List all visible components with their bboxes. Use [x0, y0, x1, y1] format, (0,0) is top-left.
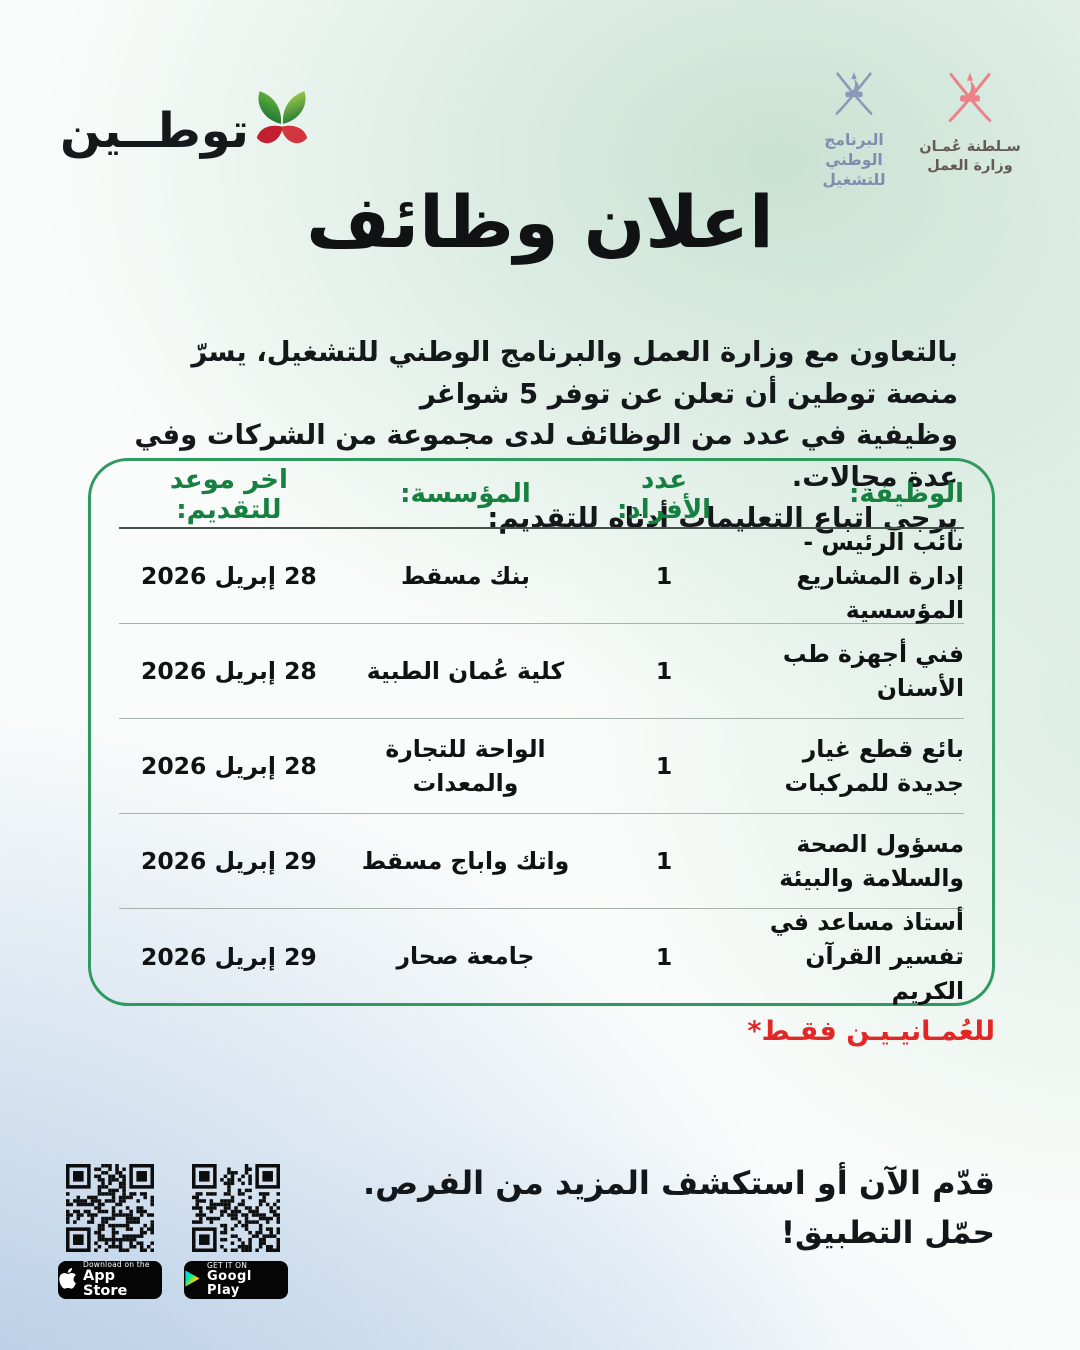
partner-logos: البرنامج الوطني للتشغيل سـلطنة عُمـان: [802, 66, 1026, 190]
appstore-qr-code[interactable]: [66, 1164, 154, 1252]
job-title: فني أجهزة طب الأسنان: [782, 639, 964, 702]
googleplay-badge-caption: GET IT ON: [207, 1261, 248, 1271]
mol-name-line2: وزارة العمل: [927, 158, 1013, 174]
job-title: أستاذ مساعد في تفسير القرآن الكريم: [769, 908, 964, 1005]
header-job: الوظيفة:: [849, 479, 964, 510]
omanis-only-note: للعُمـانيـيـن فقـط*: [747, 1016, 995, 1047]
job-count: 1: [655, 657, 673, 685]
job-title: نائب الرئيس - إدارة المشاريع المؤسسية: [796, 527, 964, 625]
cta-apply-text: قدّم الآن أو استكشف المزيد من الفرص.: [362, 1164, 995, 1202]
googleplay-badge[interactable]: GET IT ON Googl Play: [184, 1261, 288, 1299]
google-play-icon: [184, 1269, 201, 1292]
job-deadline: 28 إبريل 2026: [140, 657, 317, 685]
tawteen-logo: توطــين: [60, 88, 310, 174]
header-deadline: اخر موعد للتقديم:: [169, 465, 288, 525]
job-org: الواحة للتجارة والمعدات: [385, 734, 546, 797]
cta-download-text: حمّل التطبيق!: [780, 1215, 995, 1251]
appstore-badge[interactable]: Download on the App Store: [58, 1259, 162, 1299]
job-org: كلية عُمان الطبية: [366, 656, 565, 685]
jobs-table-header-row: الوظيفة: عدد الأفراد: المؤسسة: اخر موعد …: [119, 463, 964, 529]
job-deadline: 29 إبريل 2026: [140, 847, 317, 875]
cta-block: قدّم الآن أو استكشف المزيد من الفرص. حمّ…: [363, 1164, 995, 1251]
job-count: 1: [655, 562, 673, 590]
job-title: بائع قطع غيار جديدة للمركبات: [784, 734, 964, 797]
header-count: عدد الأفراد:: [616, 465, 712, 525]
job-org: واتك واباج مسقط: [361, 846, 570, 875]
appstore-download-block: Download on the App Store: [58, 1164, 162, 1299]
table-row: فني أجهزة طب الأسنان 1 كلية عُمان الطبية…: [119, 624, 964, 719]
appstore-badge-store: App Store: [83, 1267, 128, 1299]
googleplay-download-block: GET IT ON Googl Play: [184, 1164, 288, 1299]
tawteen-wordmark: توطــين: [60, 103, 250, 159]
ministry-of-labour-logo: سـلطنة عُمـان وزارة العمل: [914, 66, 1026, 176]
job-deadline: 28 إبريل 2026: [140, 562, 317, 590]
page-title: اعلان وظائف: [306, 180, 774, 264]
job-deadline: 29 إبريل 2026: [140, 942, 317, 971]
job-count: 1: [655, 752, 673, 780]
header-org: المؤسسة:: [400, 479, 531, 510]
jobs-table-card: الوظيفة: عدد الأفراد: المؤسسة: اخر موعد …: [88, 458, 995, 1006]
job-deadline: 28 إبريل 2026: [140, 752, 317, 780]
job-org: بنك مسقط: [400, 561, 530, 590]
nep-name-line1: البرنامج الوطني: [824, 131, 884, 169]
table-row: أستاذ مساعد في تفسير القرآن الكريم 1 جام…: [119, 908, 964, 1004]
table-row: نائب الرئيس - إدارة المشاريع المؤسسية 1 …: [119, 528, 964, 624]
mol-emblem-icon: [941, 66, 999, 134]
intro-paragraph: بالتعاون مع وزارة العمل والبرنامج الوطني…: [115, 332, 958, 540]
googleplay-qr-code[interactable]: [192, 1164, 280, 1252]
mol-name-line1: سـلطنة عُمـان: [919, 139, 1021, 155]
appstore-badge-caption: Download on the: [83, 1259, 150, 1269]
job-count: 1: [655, 847, 673, 875]
download-qr-group: Download on the App Store: [58, 1164, 288, 1299]
tawteen-flower-icon: [254, 88, 310, 160]
intro-line-2: وظيفية في عدد من الوظائف لدى مجموعة من ا…: [134, 419, 958, 493]
table-row: مسؤول الصحة والسلامة والبيئة 1 واتك وابا…: [119, 814, 964, 909]
apple-icon: [58, 1267, 77, 1294]
intro-line-1: بالتعاون مع وزارة العمل والبرنامج الوطني…: [191, 336, 958, 410]
job-title: مسؤول الصحة والسلامة والبيئة: [779, 829, 964, 892]
googleplay-badge-store: Googl Play: [207, 1269, 252, 1298]
job-org: جامعة صحار: [396, 942, 535, 971]
nep-name-line2: للتشغيل: [822, 171, 886, 189]
nep-emblem-icon: [829, 66, 879, 126]
table-row: بائع قطع غيار جديدة للمركبات 1 الواحة لل…: [119, 719, 964, 814]
national-employment-program-logo: البرنامج الوطني للتشغيل: [802, 66, 906, 190]
job-count: 1: [655, 942, 673, 971]
